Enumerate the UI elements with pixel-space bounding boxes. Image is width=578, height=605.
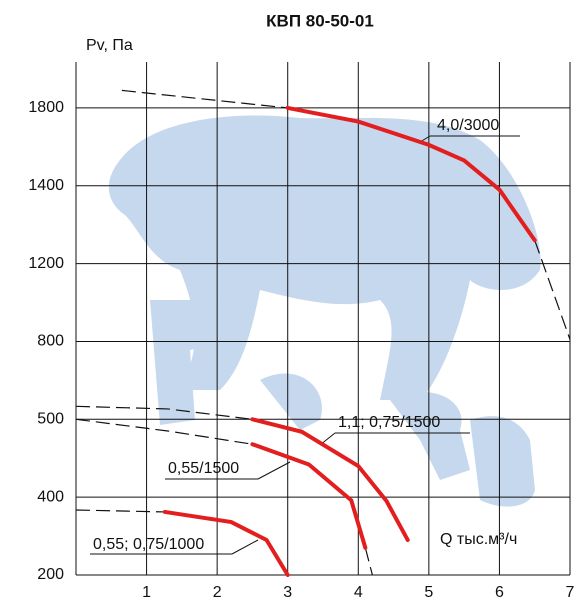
dashed-curve <box>365 548 372 575</box>
y-tick-label: 1400 <box>28 177 64 194</box>
y-tick-label: 1200 <box>28 255 64 272</box>
x-tick-label: 4 <box>354 584 363 601</box>
leader <box>258 462 290 479</box>
y-tick-label: 500 <box>37 411 64 428</box>
leader <box>232 540 258 554</box>
dashed-curve <box>76 510 165 512</box>
x-tick-label: 5 <box>424 584 433 601</box>
x-tick-label: 6 <box>495 584 504 601</box>
chart-title: КВП 80-50-01 <box>266 11 374 30</box>
x-tick-label: 2 <box>213 584 222 601</box>
x-tick-label: 3 <box>283 584 292 601</box>
series-label: 1,1; 0,75/1500 <box>338 414 440 431</box>
series-label: 0,55/1500 <box>168 460 239 477</box>
y-tick-label: 400 <box>37 488 64 505</box>
x-axis-label: Q тыс.м³/ч <box>440 531 517 548</box>
x-tick-label: 1 <box>142 584 151 601</box>
chart: КВП 80-50-01 Pv, Па Q тыс.м³/ч 4,0/3000 … <box>0 0 578 605</box>
series-label: 0,55; 0,75/1000 <box>93 536 204 553</box>
y-tick-label: 800 <box>37 333 64 350</box>
x-tick-label: 7 <box>566 584 575 601</box>
series-label: 4,0/3000 <box>437 117 499 134</box>
y-tick-label: 1800 <box>28 99 64 116</box>
y-tick-label: 200 <box>37 566 64 583</box>
y-axis-label: Pv, Па <box>86 37 133 54</box>
